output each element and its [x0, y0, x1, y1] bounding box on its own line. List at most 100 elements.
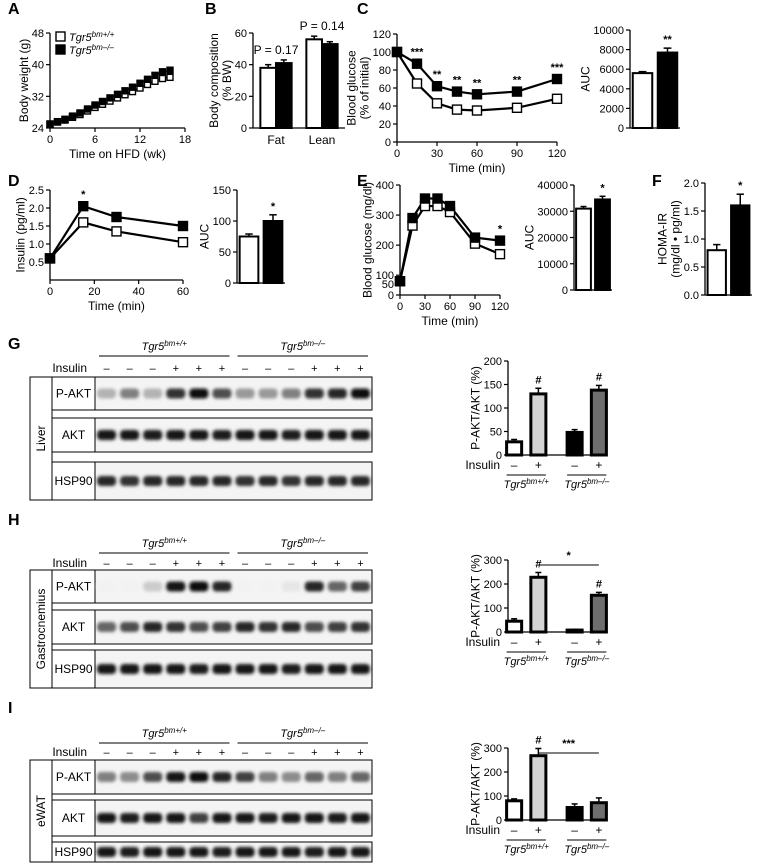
y-tick-label: 300 — [484, 555, 502, 567]
tissue-label: Gastrocnemius — [34, 589, 48, 670]
blot-band — [143, 772, 163, 782]
blot-band — [97, 581, 117, 592]
y-tick-label: 200 — [484, 767, 502, 779]
panel-label: H — [8, 512, 20, 529]
marker — [511, 86, 523, 97]
blot-band — [212, 476, 232, 486]
y-tick-label: 0 — [496, 450, 502, 462]
blot-band — [304, 664, 324, 674]
bar — [730, 204, 751, 296]
y-tick-label: 40 — [379, 101, 391, 113]
blot-band — [212, 430, 232, 440]
treatment-label: Insulin — [52, 556, 87, 570]
blot-band — [304, 813, 324, 823]
bar — [321, 43, 339, 129]
y-tick-label: 100 — [376, 270, 394, 282]
blot-band — [235, 847, 255, 857]
bar — [565, 806, 584, 822]
blot-band — [350, 664, 370, 674]
blot-strip — [94, 649, 373, 689]
blot-band — [350, 581, 370, 592]
y-tick-label: 400 — [376, 180, 394, 192]
y-tick-label: 0 — [385, 137, 391, 149]
y-tick-label: 50 — [382, 279, 394, 291]
blot-band — [120, 813, 140, 823]
y-tick-label: 200 — [376, 240, 394, 252]
lane-sign: + — [311, 363, 317, 375]
p-value-label: P = 0.14 — [300, 19, 345, 33]
blot-band — [235, 430, 255, 440]
y-tick-label: 50 — [219, 247, 231, 259]
y-tick-label: 0 — [496, 815, 502, 827]
x-tick-label: 120 — [491, 301, 509, 313]
marker — [151, 77, 159, 85]
lane-sign: + — [196, 747, 202, 759]
lane-sign: – — [127, 747, 134, 759]
blot-band — [120, 388, 140, 399]
lane-sign: – — [150, 747, 157, 759]
category-label: + — [595, 458, 602, 472]
bar — [259, 66, 277, 130]
marker — [136, 79, 144, 87]
marker — [78, 217, 89, 228]
y-axis-label: P-AKT/AKT (%) — [469, 554, 483, 638]
y-tick-label: 0 — [225, 278, 231, 290]
blot-band — [281, 813, 301, 823]
x-tick-label: 0 — [47, 286, 53, 298]
panel-label: D — [8, 173, 20, 190]
x-axis-label: Insulin — [465, 635, 500, 649]
y-tick-label: 10000 — [593, 25, 624, 37]
category-label: – — [571, 823, 578, 837]
marker — [451, 104, 463, 115]
blot-band — [97, 664, 117, 674]
row-label: AKT — [62, 620, 86, 634]
genotype-label: Tgr5bm–/– — [280, 536, 325, 550]
genotype-label: Tgr5bm+/+ — [504, 477, 550, 491]
category-label: – — [571, 458, 578, 472]
y-tick-label: 200 — [484, 356, 502, 368]
lane-sign: + — [311, 558, 317, 570]
blot-band — [189, 847, 209, 857]
y-tick-label: 30000 — [537, 206, 568, 218]
significance-label: *** — [411, 47, 425, 59]
category-label: Fat — [267, 133, 285, 147]
blot-band — [212, 813, 232, 823]
marker — [83, 105, 92, 113]
blot-band — [97, 847, 117, 857]
comparison-label: * — [566, 550, 571, 562]
blot-band — [235, 664, 255, 674]
genotype-label: Tgr5bm–/– — [564, 477, 609, 491]
y-tick-label: 1.5 — [29, 221, 44, 233]
marker — [177, 236, 189, 248]
y-axis-label: P-AKT/AKT (%) — [469, 366, 483, 450]
x-tick-label: 60 — [471, 148, 483, 160]
bar — [594, 198, 611, 291]
panel-label: C — [357, 1, 369, 18]
genotype-label: Tgr5bm–/– — [69, 43, 114, 57]
marker — [511, 102, 523, 114]
row-label: HSP90 — [54, 474, 92, 488]
legend-marker — [55, 44, 66, 55]
y-tick-label: 32 — [32, 91, 44, 103]
genotype-label: Tgr5bm–/– — [564, 654, 609, 668]
blot-band — [350, 772, 370, 782]
significance-label: # — [535, 374, 541, 386]
blot-band — [258, 813, 278, 823]
y-tick-label: 40000 — [537, 180, 568, 192]
blot-band — [212, 622, 232, 632]
blot-band — [97, 476, 117, 486]
y-axis-label: Body weight (g) — [17, 39, 31, 122]
blot-band — [189, 622, 209, 632]
x-tick-label: 60 — [444, 301, 456, 313]
blot-band — [304, 772, 324, 782]
lane-sign: + — [357, 558, 363, 570]
category-label: – — [511, 458, 518, 472]
bar — [589, 593, 608, 634]
blot-band — [97, 430, 117, 440]
category-label: – — [571, 635, 578, 649]
x-tick-label: 90 — [469, 301, 481, 313]
blot-strip — [94, 461, 373, 501]
series-line — [49, 221, 184, 260]
significance-label: *** — [551, 62, 565, 74]
significance-label: # — [596, 371, 602, 383]
